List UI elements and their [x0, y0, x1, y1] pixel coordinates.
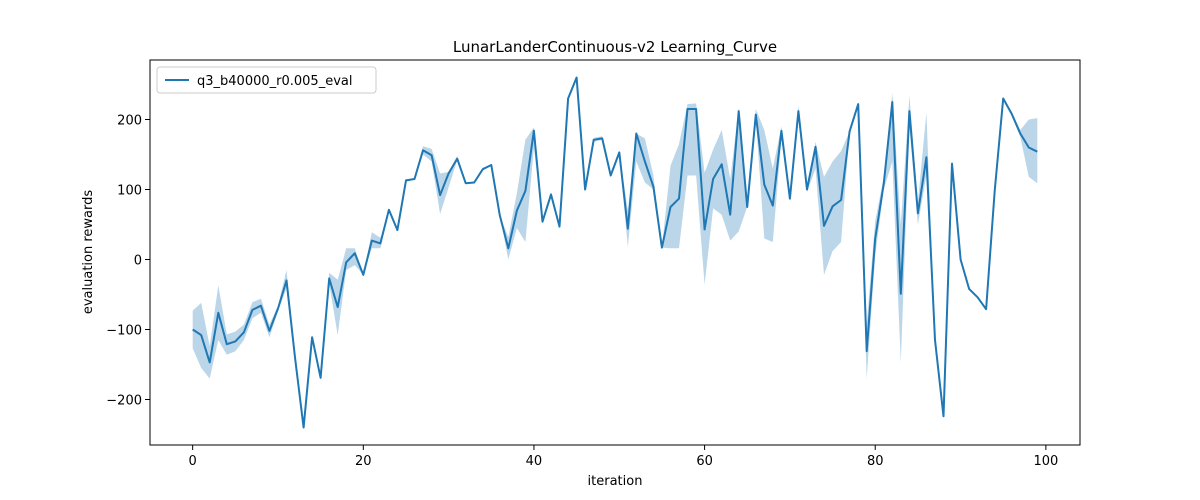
y-axis-label: evaluation rewards	[81, 190, 96, 315]
x-tick-label: 40	[526, 454, 543, 469]
chart-title: LunarLanderContinuous-v2 Learning_Curve	[453, 38, 777, 57]
y-tick-label: 200	[117, 114, 142, 129]
x-tick-label: 60	[696, 454, 713, 469]
plot-area-frame	[149, 59, 1081, 446]
x-ticks: 0 20 40 60 80 100	[189, 445, 1058, 469]
legend-label: q3_b40000_r0.005_eval	[197, 74, 352, 89]
series-line-layer	[192, 76, 1038, 429]
y-tick-label: −100	[106, 324, 142, 339]
legend: q3_b40000_r0.005_eval	[156, 66, 377, 94]
x-tick-label: 80	[867, 454, 884, 469]
x-tick-label: 100	[1033, 454, 1058, 469]
x-axis-label: iteration	[588, 474, 643, 489]
x-tick-label: 20	[355, 454, 372, 469]
x-tick-label: 0	[189, 454, 197, 469]
y-ticks: −200 −100 0 100 200	[106, 114, 150, 409]
y-tick-label: 0	[134, 254, 142, 269]
y-tick-label: 100	[117, 184, 142, 199]
legend-box	[156, 66, 377, 94]
y-tick-label: −200	[106, 394, 142, 409]
series-line	[192, 76, 1038, 429]
